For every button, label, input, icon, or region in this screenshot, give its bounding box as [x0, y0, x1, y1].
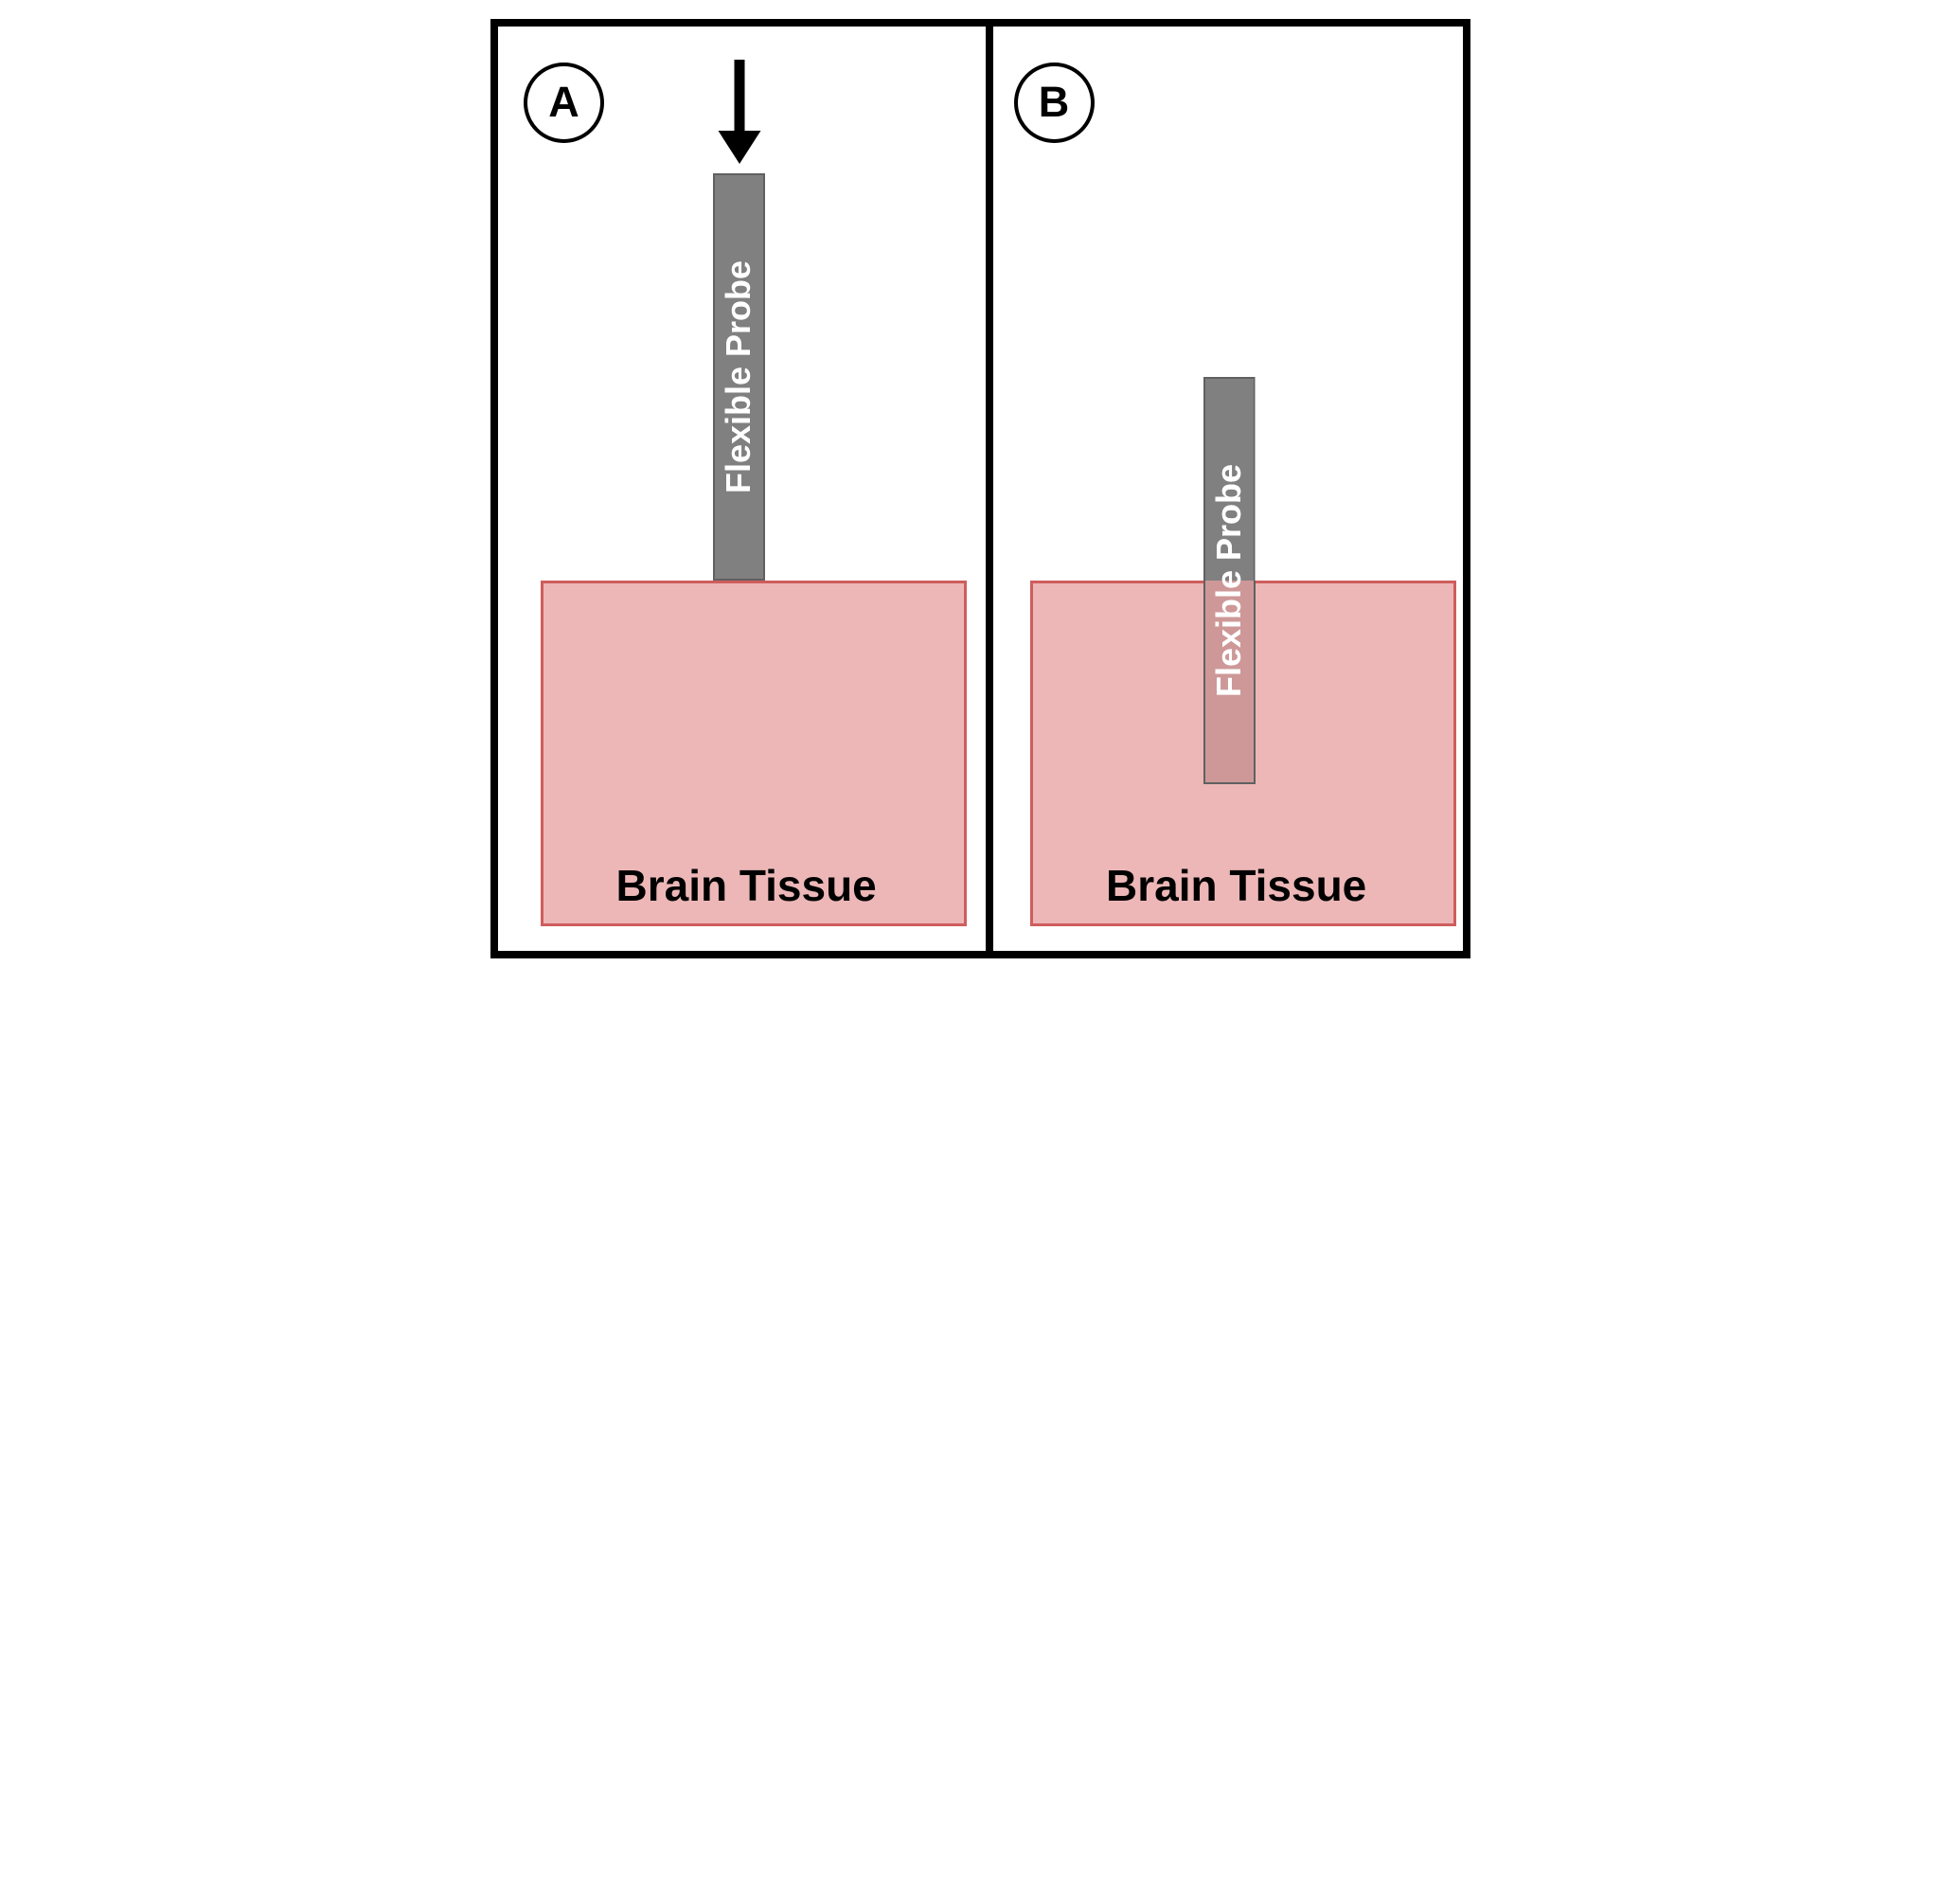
figure-container: A Flexible Probe Brain Tissue B Flexible…: [490, 19, 1470, 958]
probe-b-label-lower: Flexible Probe: [1209, 464, 1249, 697]
panel-b: B Flexible Probe Flexible Probe Brain Ti…: [498, 27, 1478, 951]
flexible-probe-b-lower: Flexible Probe: [1203, 581, 1256, 784]
panel-b-label-circle: B: [1014, 63, 1095, 143]
brain-tissue-b-label: Brain Tissue: [1106, 860, 1366, 911]
panel-b-label: B: [1039, 78, 1070, 127]
